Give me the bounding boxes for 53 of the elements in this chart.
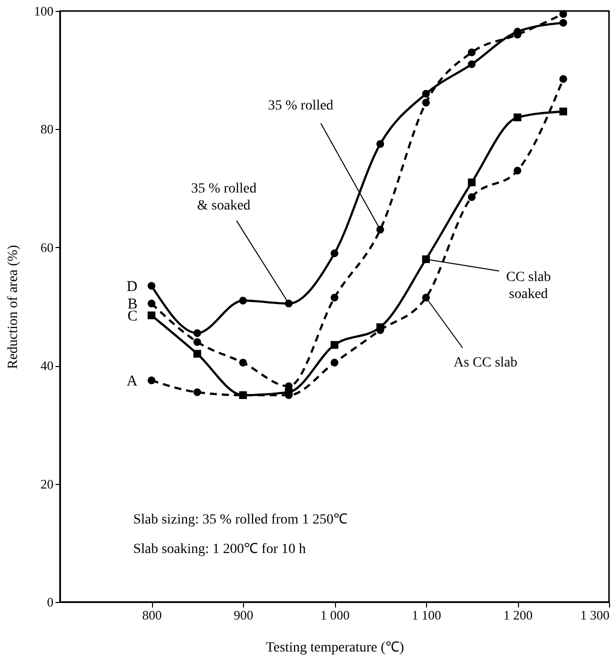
point — [330, 341, 338, 349]
y-axis-title: Reduction of area (%) — [6, 244, 21, 369]
annotation: Slab sizing: 35 % rolled from 1 250℃ — [133, 512, 348, 528]
point — [468, 48, 476, 56]
point — [468, 178, 476, 186]
y-tick-label: 60 — [40, 240, 54, 255]
series-label: D — [126, 278, 138, 295]
point — [193, 329, 202, 337]
x-tick-label: 1 000 — [320, 608, 350, 622]
point — [559, 108, 568, 116]
point — [330, 294, 338, 302]
point — [376, 140, 384, 148]
x-tick-label: 1 300 — [580, 608, 610, 622]
point — [193, 388, 202, 396]
annotation: Slab soaking: 1 200℃ for 10 h — [133, 542, 306, 557]
point — [148, 282, 156, 290]
point — [422, 98, 430, 106]
x-tick-label: 900 — [234, 608, 254, 622]
point — [559, 10, 568, 18]
series-label: A — [126, 373, 138, 390]
point — [422, 255, 430, 264]
point — [193, 350, 202, 358]
y-tick-label: 20 — [40, 476, 54, 492]
point — [559, 18, 568, 27]
point — [330, 358, 338, 367]
annotation: As CC slab — [454, 356, 518, 371]
x-tick-label: 1 200 — [503, 608, 533, 622]
point — [514, 166, 522, 174]
annotation: 35 % rolled — [268, 98, 334, 114]
y-tick-label: 100 — [34, 4, 54, 18]
x-tick-label: 1 100 — [412, 608, 442, 622]
annotation: CC slab soaked — [506, 270, 551, 302]
point — [239, 296, 247, 304]
y-tick-label: 80 — [40, 122, 54, 137]
point — [330, 249, 338, 258]
point — [514, 114, 522, 122]
point — [468, 60, 476, 68]
point — [239, 358, 247, 367]
x-tick-label: 800 — [142, 608, 162, 622]
point — [284, 300, 293, 308]
series-label: C — [127, 308, 138, 324]
y-tick-label: 40 — [40, 358, 54, 374]
point — [193, 338, 202, 346]
point — [422, 90, 430, 98]
x-axis-title: Testing temperature (℃) — [266, 640, 404, 656]
y-tick-label: 0 — [47, 594, 54, 610]
point — [422, 294, 430, 302]
point — [468, 193, 476, 202]
annotation: 35 % rolled & soaked — [191, 181, 256, 214]
point — [148, 376, 156, 384]
point — [148, 311, 156, 320]
point — [148, 300, 156, 308]
point — [559, 75, 568, 83]
